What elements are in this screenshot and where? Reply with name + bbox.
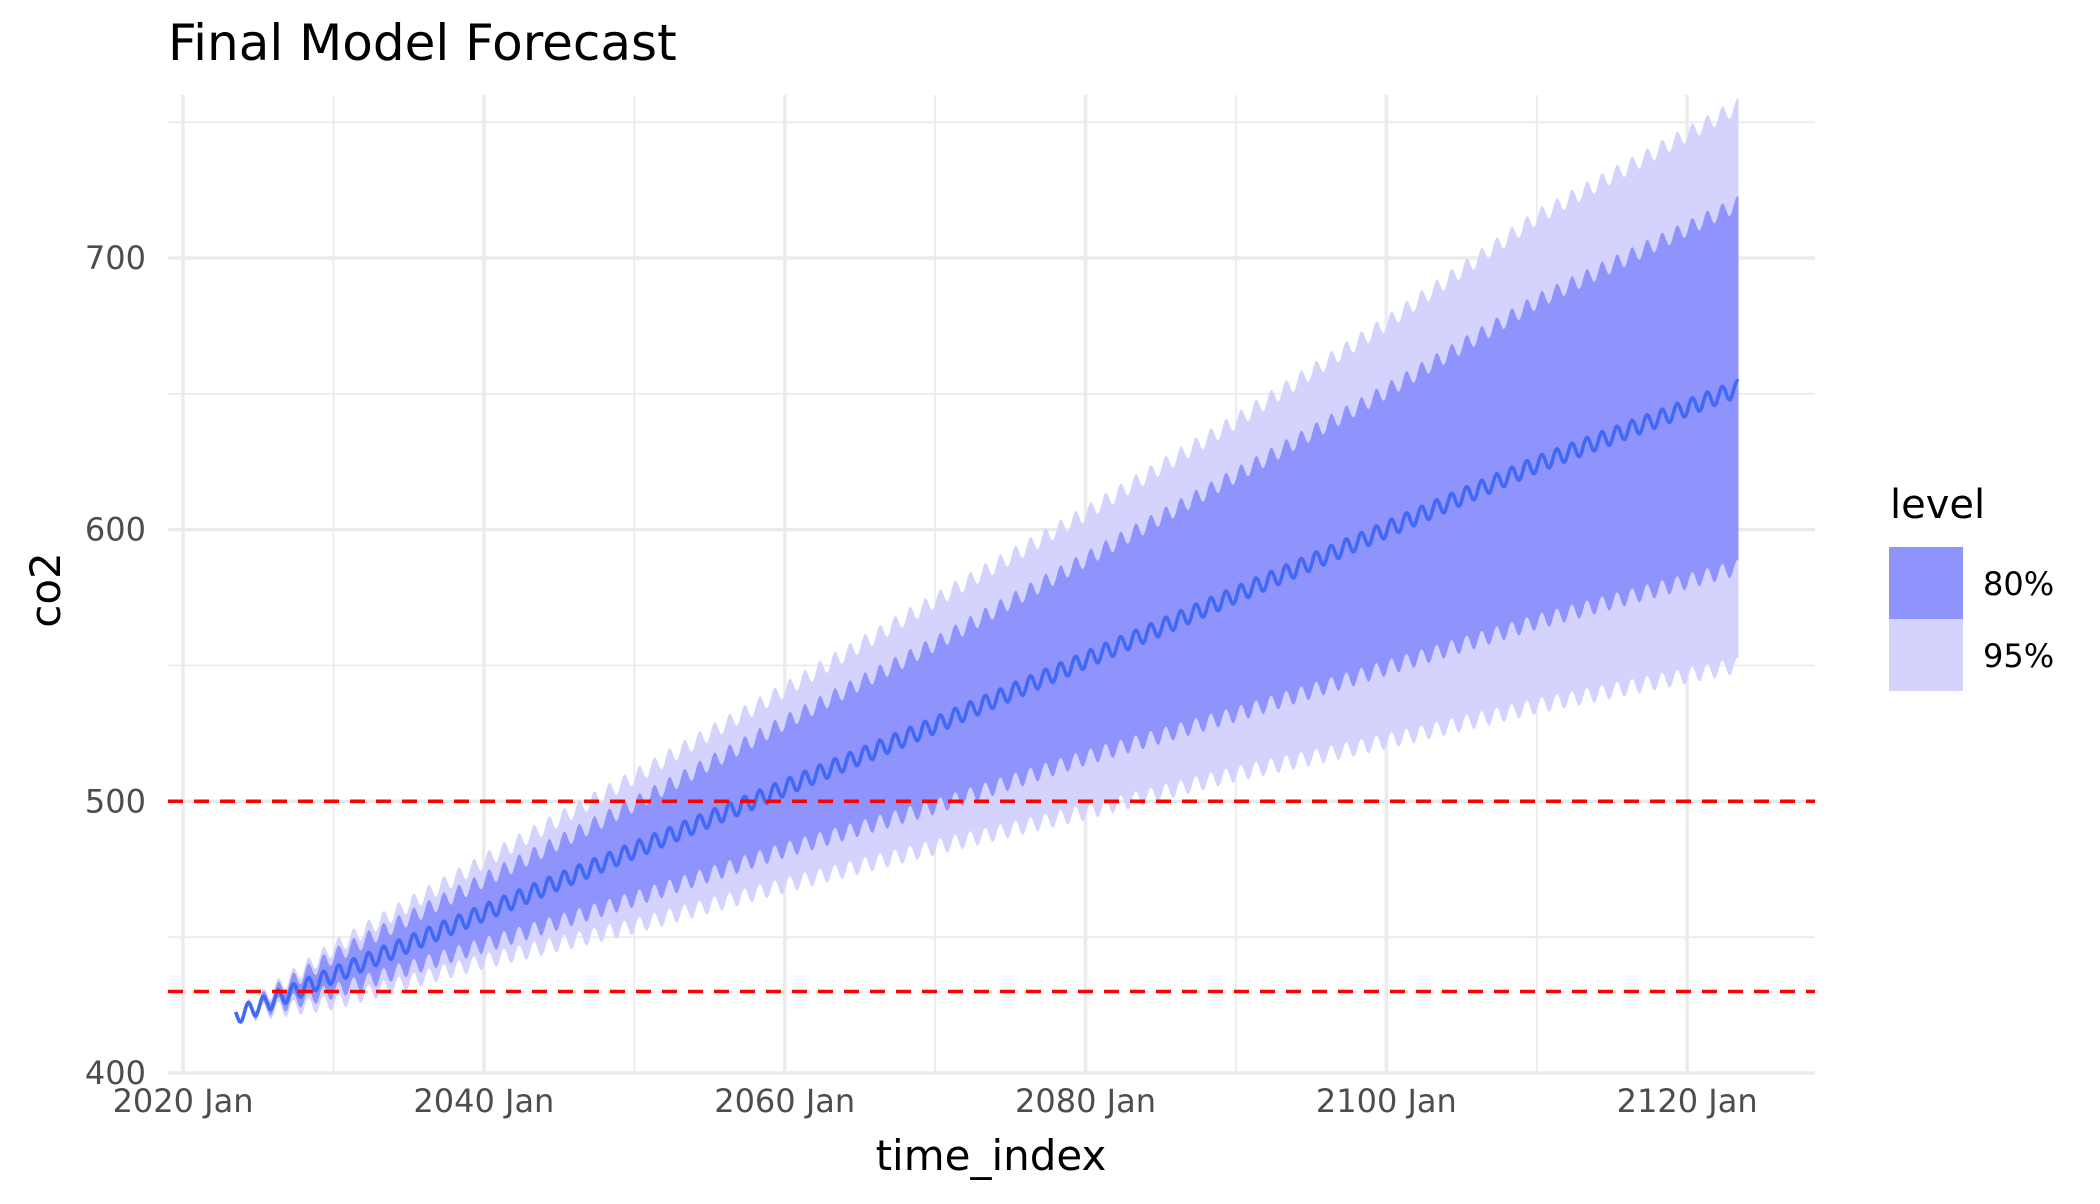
legend-label-95: 95% [1983, 637, 2054, 675]
y-tick-label: 700 [85, 239, 146, 277]
x-tick-label: 2060 Jan [714, 1082, 855, 1120]
x-tick-label: 2080 Jan [1015, 1082, 1156, 1120]
legend-key-80 [1889, 547, 1963, 619]
reference-lines [168, 799, 1815, 994]
x-axis-tick-labels: 2020 Jan 2040 Jan 2060 Jan 2080 Jan 2100 Jan… [113, 1082, 1758, 1120]
legend-label-80: 80% [1983, 565, 2054, 603]
y-axis-tick-labels: 400 500 600 700 [85, 239, 146, 1092]
forecast-line-group [233, 378, 1740, 1024]
x-axis-title: time_index [876, 1131, 1107, 1180]
forecast-mean-line [233, 378, 1740, 1024]
chart-title: Final Model Forecast [168, 14, 677, 72]
legend-title: level [1890, 482, 1985, 528]
band-95 [235, 98, 1739, 1024]
y-tick-label: 400 [85, 1054, 146, 1092]
y-tick-label: 600 [85, 511, 146, 549]
x-tick-label: 2040 Jan [413, 1082, 554, 1120]
x-tick-label: 2100 Jan [1316, 1082, 1457, 1120]
prediction-interval-80 [235, 196, 1739, 1023]
band-80 [235, 196, 1739, 1023]
y-axis-title: co2 [21, 552, 70, 628]
legend: level 80% 95% [1889, 482, 2054, 691]
y-tick-label: 500 [85, 782, 146, 820]
legend-key-95 [1889, 619, 1963, 691]
x-tick-label: 2120 Jan [1617, 1082, 1758, 1120]
x-tick-label: 2020 Jan [113, 1082, 254, 1120]
prediction-interval-95 [235, 98, 1739, 1024]
